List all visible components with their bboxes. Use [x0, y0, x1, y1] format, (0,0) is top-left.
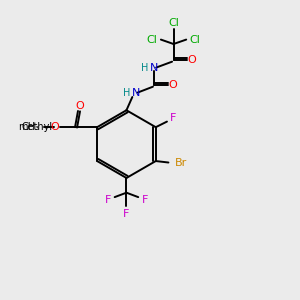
Text: F: F: [142, 195, 148, 205]
Text: Cl: Cl: [168, 18, 179, 28]
Text: Cl: Cl: [190, 34, 200, 45]
Text: N: N: [150, 63, 158, 73]
Text: Cl: Cl: [147, 34, 158, 45]
Text: F: F: [170, 113, 177, 123]
Text: O: O: [76, 101, 84, 111]
Text: N: N: [132, 88, 140, 98]
Text: H: H: [123, 88, 131, 98]
Text: F: F: [104, 195, 111, 205]
Text: O: O: [188, 55, 197, 65]
Text: H: H: [141, 63, 149, 73]
Text: O: O: [169, 80, 177, 90]
Text: CH₃: CH₃: [22, 122, 40, 132]
Text: Br: Br: [175, 158, 187, 167]
Text: methyl: methyl: [18, 122, 52, 132]
Text: F: F: [123, 209, 130, 219]
Text: O: O: [51, 122, 59, 132]
